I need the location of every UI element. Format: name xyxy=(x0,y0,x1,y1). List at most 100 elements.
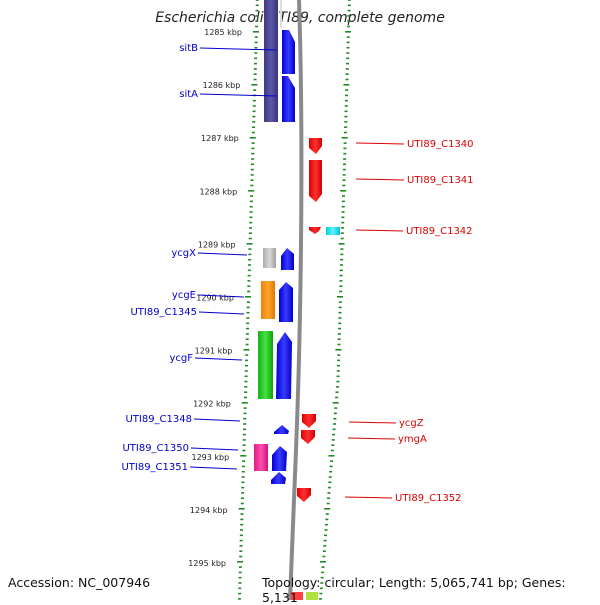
ring-dot xyxy=(337,354,341,356)
gene-label-UTI89_C1345: UTI89_C1345 xyxy=(130,307,197,318)
ring-dot xyxy=(252,121,256,123)
ring-dot xyxy=(242,439,246,441)
ring-dot xyxy=(335,386,339,388)
ring-dot xyxy=(327,497,331,499)
ring-dot xyxy=(343,152,347,155)
tick-label: 1292 kbp xyxy=(193,400,231,409)
ring-dot xyxy=(246,301,250,303)
ring-dot xyxy=(242,460,246,462)
ring-dot xyxy=(340,258,344,261)
gene-label-UTI89_C1350: UTI89_C1350 xyxy=(122,443,189,454)
gene-ycgX[interactable] xyxy=(281,248,294,270)
ring-dot xyxy=(341,205,345,208)
ring-dot xyxy=(324,523,328,526)
gene-ycgF[interactable] xyxy=(276,332,292,399)
ring-dot xyxy=(251,147,255,150)
ring-dot xyxy=(337,343,341,346)
ring-dot xyxy=(341,216,345,219)
gene-sitB[interactable] xyxy=(282,30,295,74)
ring-dot xyxy=(243,428,247,431)
ring-dot xyxy=(242,444,246,446)
ring-dot xyxy=(327,492,331,494)
ring-dot xyxy=(241,470,245,473)
ring-dot xyxy=(342,195,346,197)
ring-dot xyxy=(240,513,244,515)
gene-ymgA[interactable] xyxy=(301,430,315,444)
ring-dot xyxy=(330,449,334,452)
ring-dot xyxy=(346,46,350,49)
ring-dot xyxy=(338,243,345,245)
ring-dot xyxy=(249,205,253,208)
right-tick-ring xyxy=(318,0,351,600)
ring-dot xyxy=(247,269,251,272)
ring-dot xyxy=(246,327,250,330)
label-line-ymgA xyxy=(347,437,396,440)
ring-dot xyxy=(336,380,340,383)
ring-dot xyxy=(345,73,349,75)
label-line-ycgZ xyxy=(348,421,397,424)
ring-dot xyxy=(255,25,259,28)
gene-ycgE[interactable] xyxy=(279,282,293,322)
gene-ycgZ[interactable] xyxy=(302,414,316,428)
ring-dot xyxy=(336,364,340,367)
ring-dot xyxy=(339,280,343,282)
ring-dot xyxy=(252,99,256,102)
ring-dot xyxy=(346,57,350,60)
gene-label-ycgF: ycgF xyxy=(169,353,193,364)
ring-dot xyxy=(254,46,258,49)
ring-dot xyxy=(244,391,248,393)
feature-bottom-red xyxy=(291,592,303,600)
gene-UTI89_C1348[interactable] xyxy=(274,425,289,434)
ring-dot xyxy=(242,449,246,452)
gene-UTI89_C1352[interactable] xyxy=(297,488,311,502)
gene-label-UTI89_C1342: UTI89_C1342 xyxy=(406,226,473,237)
ring-dot xyxy=(341,227,345,229)
topology-text: Topology: circular; Length: 5,065,741 bp… xyxy=(262,575,566,605)
ring-dot xyxy=(247,274,251,277)
ring-dot xyxy=(337,333,341,335)
gene-UTI89_C1340[interactable] xyxy=(309,138,322,154)
ring-dot xyxy=(244,364,248,367)
genome-backbone xyxy=(288,0,304,600)
tick-label: 1293 kbp xyxy=(191,453,229,462)
ring-dot xyxy=(240,455,247,457)
ring-dot xyxy=(245,333,249,335)
tick-label: 1295 kbp xyxy=(188,559,226,568)
ring-dot xyxy=(337,338,341,340)
ring-dot xyxy=(249,211,253,213)
ring-dot xyxy=(239,534,243,537)
ring-dot xyxy=(345,68,349,70)
ring-dot xyxy=(328,476,332,478)
label-line-UTI89_C1350 xyxy=(190,447,239,451)
ring-dot xyxy=(344,121,348,123)
ring-dot xyxy=(341,137,348,139)
ring-dot xyxy=(343,142,347,144)
ring-dot xyxy=(346,36,350,38)
ring-dot xyxy=(238,576,242,579)
ring-dot xyxy=(241,465,245,468)
ring-dot xyxy=(332,402,339,404)
ring-dot xyxy=(246,243,253,245)
ring-dot xyxy=(331,444,335,446)
ring-dot xyxy=(237,598,241,600)
ring-dot xyxy=(338,317,342,319)
gene-label-ycgZ: ycgZ xyxy=(399,418,424,429)
ring-dot xyxy=(249,200,253,203)
ring-dot xyxy=(239,555,243,558)
ring-dot xyxy=(337,359,341,362)
ring-dot xyxy=(342,174,346,176)
gene-UTI89_C1351[interactable] xyxy=(271,472,286,484)
ring-dot xyxy=(333,412,337,415)
feature-bottom-green xyxy=(306,592,318,600)
gene-sitA[interactable] xyxy=(282,76,295,122)
ring-dot xyxy=(243,412,247,415)
ring-dot xyxy=(248,232,252,234)
gene-UTI89_C1350[interactable] xyxy=(272,446,287,471)
ring-dot xyxy=(253,89,257,91)
ring-dot xyxy=(254,41,258,44)
ring-dot xyxy=(248,248,252,250)
gene-UTI89_C1342[interactable] xyxy=(309,227,321,234)
left-tick-ring xyxy=(237,0,259,600)
gene-UTI89_C1341[interactable] xyxy=(309,160,322,202)
